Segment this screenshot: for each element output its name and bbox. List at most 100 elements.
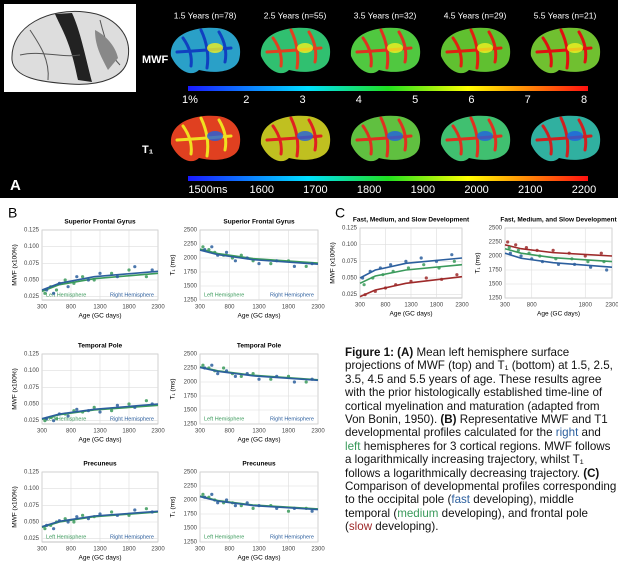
- data-point: [127, 268, 130, 271]
- x-tick-label: 800: [66, 429, 77, 435]
- y-axis-label: MWF (x100%): [12, 244, 19, 286]
- legend-label: Right Hemisphere: [270, 292, 314, 298]
- x-axis-label: Age (GC days): [79, 555, 122, 562]
- data-point: [453, 260, 456, 263]
- data-point: [75, 275, 78, 278]
- legend-label: Left Hemisphere: [204, 292, 244, 298]
- y-tick-label: 1250: [184, 298, 198, 304]
- y-tick-label: 1750: [489, 268, 503, 274]
- x-tick-label: 300: [355, 303, 366, 309]
- y-axis-label: T₁ (ms): [170, 497, 177, 518]
- legend-label: Right Hemisphere: [110, 534, 154, 540]
- x-tick-label: 1800: [430, 303, 444, 309]
- x-tick-label: 1300: [93, 305, 107, 311]
- data-point: [52, 419, 55, 422]
- brain-patch: [207, 131, 223, 141]
- y-tick-label: 1500: [489, 282, 503, 288]
- chart-title: Fast, Medium, and Slow Development: [353, 217, 470, 224]
- chart-title: Temporal Pole: [237, 343, 282, 350]
- x-tick-label: 300: [37, 429, 48, 435]
- brain-patch: [477, 43, 493, 53]
- chart-title: Superior Frontal Gyrus: [64, 219, 136, 226]
- colorbar-label: 7: [525, 94, 531, 106]
- data-point: [55, 288, 58, 291]
- y-tick-label: 2000: [489, 254, 503, 260]
- y-tick-label: 0.025: [24, 294, 40, 300]
- data-point: [600, 252, 603, 255]
- data-point: [145, 507, 148, 510]
- x-tick-label: 1300: [252, 429, 266, 435]
- figure-caption: Figure 1: (A) Mean left hemisphere surfa…: [345, 346, 618, 566]
- row-label: T₁: [142, 144, 154, 156]
- y-tick-label: 1750: [184, 394, 198, 400]
- y-tick-label: 0.050: [24, 520, 40, 526]
- legend-label: Left Hemisphere: [204, 534, 244, 540]
- y-tick-label: 1250: [184, 422, 198, 428]
- data-point: [252, 507, 255, 510]
- brain-patch: [387, 131, 403, 141]
- data-point: [98, 410, 101, 413]
- legend-label: Right Hemisphere: [110, 416, 154, 422]
- chart-title: Temporal Pole: [78, 343, 123, 350]
- x-tick-label: 1800: [282, 429, 296, 435]
- y-tick-label: 2250: [184, 484, 198, 490]
- data-point: [52, 527, 55, 530]
- caption-text: right: [556, 426, 579, 439]
- legend-label: Left Hemisphere: [46, 534, 86, 540]
- data-point: [210, 364, 213, 367]
- caption-text: (B): [440, 413, 456, 426]
- data-point: [201, 245, 204, 248]
- y-tick-label: 0.100: [24, 368, 40, 374]
- colorbar-label: 4: [356, 94, 362, 106]
- data-point: [605, 268, 608, 271]
- y-axis-label: MWF (x100%): [12, 368, 19, 410]
- x-tick-label: 800: [224, 547, 235, 553]
- caption-text: developing).: [372, 520, 438, 533]
- data-point: [234, 375, 237, 378]
- caption-text: slow: [349, 520, 372, 533]
- x-tick-label: 300: [195, 305, 206, 311]
- y-tick-label: 0.075: [24, 261, 40, 267]
- y-tick-label: 1750: [184, 270, 198, 276]
- data-point: [420, 256, 423, 259]
- x-tick-label: 1300: [252, 547, 266, 553]
- chart-title: Precuneus: [83, 461, 117, 468]
- data-point: [81, 275, 84, 278]
- data-point: [287, 510, 290, 513]
- x-axis-label: Age (GC days): [79, 313, 122, 320]
- data-point: [222, 366, 225, 369]
- x-tick-label: 800: [224, 429, 235, 435]
- x-tick-label: 800: [527, 303, 538, 309]
- data-point: [133, 508, 136, 511]
- data-point: [64, 278, 67, 281]
- y-axis-label: MWF (x100%): [330, 242, 337, 284]
- y-axis-label: T₁ (ms): [475, 253, 482, 274]
- colorbar-label: 8: [581, 94, 587, 106]
- data-point: [67, 285, 70, 288]
- data-point: [293, 380, 296, 383]
- x-tick-label: 800: [66, 547, 77, 553]
- y-tick-label: 0.050: [24, 278, 40, 284]
- data-point: [67, 414, 70, 417]
- caption-text: left: [345, 440, 360, 453]
- y-tick-label: 1500: [184, 408, 198, 414]
- age-label: 3.5 Years (n=32): [354, 10, 417, 20]
- x-tick-label: 1300: [93, 429, 107, 435]
- y-tick-label: 0.125: [24, 228, 40, 234]
- y-tick-label: 0.125: [24, 470, 40, 476]
- y-tick-label: 2500: [184, 228, 198, 234]
- y-tick-label: 1750: [184, 512, 198, 518]
- caption-text: medium: [397, 507, 438, 520]
- y-tick-label: 2000: [184, 256, 198, 262]
- data-point: [98, 272, 101, 275]
- x-axis-label: Age (GC days): [238, 555, 281, 562]
- y-tick-label: 0.075: [24, 385, 40, 391]
- data-point: [422, 263, 425, 266]
- y-tick-label: 0.025: [24, 418, 40, 424]
- legend-label: Right Hemisphere: [270, 416, 314, 422]
- x-tick-label: 1800: [282, 305, 296, 311]
- y-tick-label: 0.100: [342, 242, 358, 248]
- legend-label: Left Hemisphere: [46, 416, 86, 422]
- data-point: [552, 249, 555, 252]
- y-axis-label: T₁ (ms): [170, 255, 177, 276]
